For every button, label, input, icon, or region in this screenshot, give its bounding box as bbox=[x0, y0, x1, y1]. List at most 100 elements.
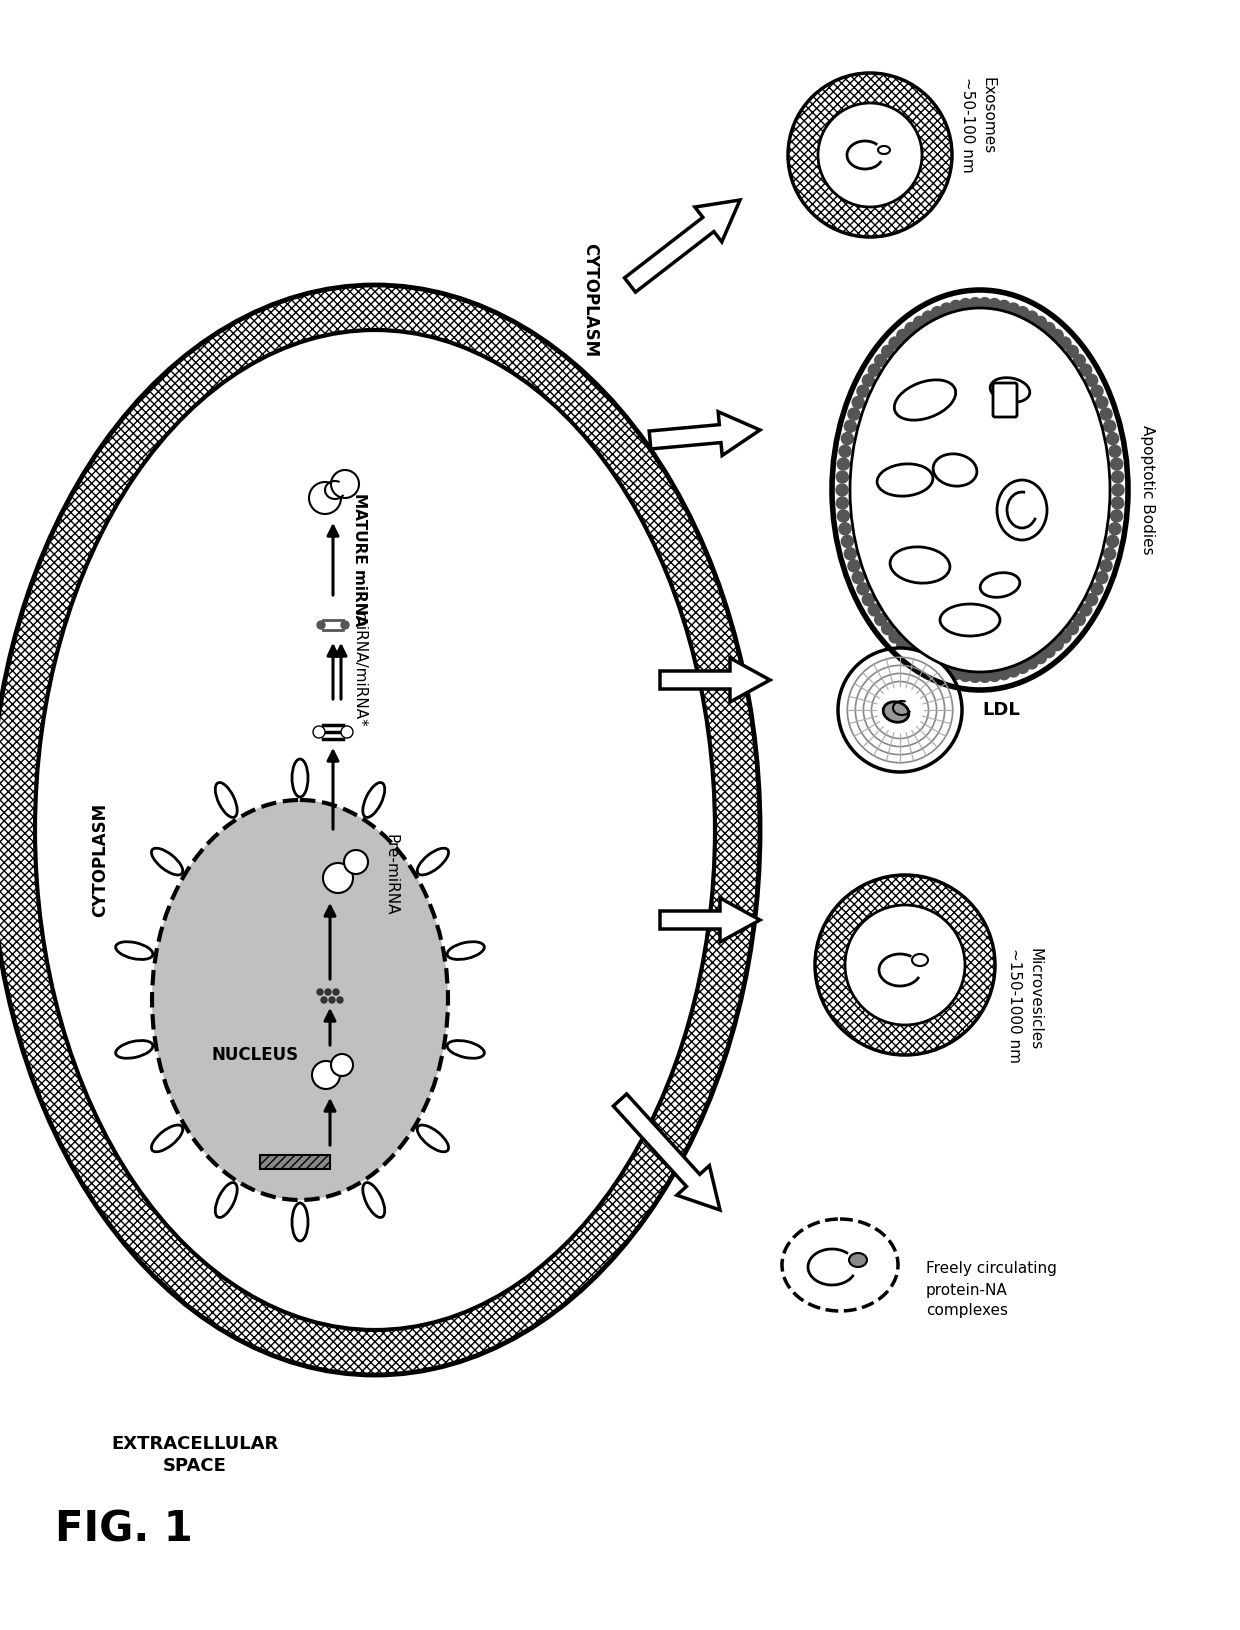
Circle shape bbox=[1043, 645, 1055, 657]
Circle shape bbox=[1052, 329, 1063, 341]
Ellipse shape bbox=[151, 1125, 182, 1152]
Circle shape bbox=[1074, 354, 1085, 367]
Ellipse shape bbox=[883, 703, 909, 722]
Circle shape bbox=[905, 645, 918, 657]
Text: CYTOPLASM: CYTOPLASM bbox=[91, 804, 109, 918]
Circle shape bbox=[862, 593, 874, 606]
Circle shape bbox=[1109, 445, 1121, 458]
Text: FIG. 1: FIG. 1 bbox=[55, 1509, 192, 1552]
Text: Microvesicles
~150-1000 nm: Microvesicles ~150-1000 nm bbox=[1007, 947, 1043, 1063]
Circle shape bbox=[852, 572, 864, 584]
Circle shape bbox=[837, 510, 849, 522]
FancyArrow shape bbox=[650, 412, 760, 455]
Circle shape bbox=[931, 662, 944, 673]
Circle shape bbox=[1017, 306, 1029, 318]
Circle shape bbox=[836, 471, 848, 482]
FancyArrow shape bbox=[660, 898, 760, 942]
Circle shape bbox=[1059, 631, 1071, 642]
Ellipse shape bbox=[417, 1125, 449, 1152]
Circle shape bbox=[1109, 523, 1121, 535]
Circle shape bbox=[1096, 572, 1107, 584]
Circle shape bbox=[1007, 665, 1019, 676]
Ellipse shape bbox=[0, 285, 760, 1376]
Circle shape bbox=[998, 668, 1009, 680]
Circle shape bbox=[978, 670, 991, 683]
Text: Exosomes
~50-100 nm: Exosomes ~50-100 nm bbox=[960, 77, 996, 173]
Circle shape bbox=[1059, 337, 1071, 349]
Circle shape bbox=[1074, 613, 1085, 626]
Circle shape bbox=[844, 548, 857, 559]
Circle shape bbox=[321, 998, 327, 1002]
Circle shape bbox=[889, 631, 901, 642]
Circle shape bbox=[852, 396, 864, 409]
Circle shape bbox=[868, 363, 880, 377]
Circle shape bbox=[836, 484, 848, 496]
Circle shape bbox=[325, 989, 331, 994]
Circle shape bbox=[1112, 471, 1123, 482]
Bar bbox=[260, 1156, 330, 1169]
Circle shape bbox=[844, 905, 965, 1025]
FancyArrow shape bbox=[625, 200, 740, 292]
Ellipse shape bbox=[877, 465, 932, 496]
Circle shape bbox=[1017, 662, 1029, 673]
Text: miRNA/miRNA*: miRNA/miRNA* bbox=[352, 613, 367, 729]
Ellipse shape bbox=[890, 548, 950, 584]
Circle shape bbox=[988, 670, 1001, 681]
FancyBboxPatch shape bbox=[993, 383, 1017, 417]
Text: LDL: LDL bbox=[982, 701, 1019, 719]
Circle shape bbox=[1104, 421, 1116, 432]
Circle shape bbox=[882, 623, 894, 634]
Circle shape bbox=[1112, 484, 1123, 496]
Circle shape bbox=[1066, 346, 1079, 357]
Circle shape bbox=[839, 445, 851, 458]
Ellipse shape bbox=[115, 942, 153, 960]
Circle shape bbox=[309, 482, 341, 513]
Circle shape bbox=[960, 298, 972, 311]
Ellipse shape bbox=[849, 1253, 867, 1267]
Circle shape bbox=[857, 584, 869, 595]
Circle shape bbox=[815, 875, 994, 1055]
Circle shape bbox=[842, 432, 853, 445]
Circle shape bbox=[842, 535, 853, 548]
Ellipse shape bbox=[216, 1182, 237, 1218]
Circle shape bbox=[960, 670, 972, 681]
Text: Apoptotic Bodies: Apoptotic Bodies bbox=[1140, 425, 1154, 554]
Circle shape bbox=[836, 497, 848, 509]
Circle shape bbox=[1066, 623, 1079, 634]
Ellipse shape bbox=[291, 760, 308, 797]
Circle shape bbox=[1034, 652, 1047, 663]
Ellipse shape bbox=[417, 848, 449, 875]
Circle shape bbox=[1096, 396, 1107, 409]
FancyArrow shape bbox=[614, 1094, 720, 1209]
Circle shape bbox=[998, 300, 1009, 313]
Circle shape bbox=[905, 323, 918, 334]
Circle shape bbox=[1043, 323, 1055, 334]
Circle shape bbox=[923, 657, 934, 668]
Circle shape bbox=[1025, 311, 1038, 323]
Ellipse shape bbox=[363, 782, 384, 818]
Circle shape bbox=[857, 385, 869, 398]
Circle shape bbox=[1025, 657, 1038, 668]
Circle shape bbox=[874, 613, 887, 626]
Ellipse shape bbox=[849, 308, 1110, 672]
Circle shape bbox=[882, 346, 894, 357]
Circle shape bbox=[1091, 584, 1104, 595]
Circle shape bbox=[848, 408, 859, 421]
Circle shape bbox=[897, 329, 909, 341]
Circle shape bbox=[331, 1055, 353, 1076]
Circle shape bbox=[337, 998, 343, 1002]
Ellipse shape bbox=[151, 848, 182, 875]
Text: CYTOPLASM: CYTOPLASM bbox=[582, 243, 599, 357]
Circle shape bbox=[914, 652, 925, 663]
Circle shape bbox=[978, 298, 991, 310]
Text: NUCLEUS: NUCLEUS bbox=[212, 1046, 299, 1064]
Ellipse shape bbox=[878, 147, 890, 153]
Circle shape bbox=[897, 639, 909, 650]
Circle shape bbox=[889, 337, 901, 349]
Circle shape bbox=[1080, 603, 1091, 616]
Circle shape bbox=[839, 523, 851, 535]
Circle shape bbox=[1111, 458, 1122, 469]
Ellipse shape bbox=[894, 380, 956, 421]
Circle shape bbox=[862, 375, 874, 386]
Text: Pre-miRNA: Pre-miRNA bbox=[383, 835, 398, 916]
